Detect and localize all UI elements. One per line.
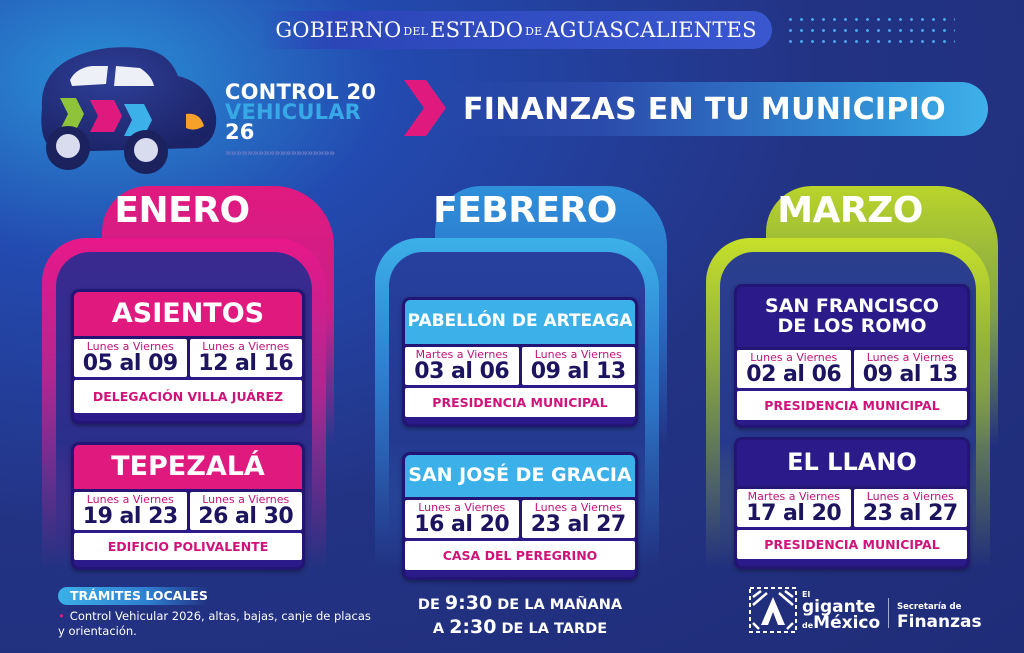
date-cell: Lunes a Viernes 05 al 09: [74, 339, 187, 377]
date-range: 05 al 09: [82, 351, 178, 376]
date-cell: Lunes a Viernes 16 al 20: [405, 500, 519, 538]
venue-name: DELEGACIÓN VILLA JUÁREZ: [74, 380, 302, 413]
government-banner: GOBIERNO DELESTADO DEAGUASCALIENTES: [260, 11, 772, 49]
secretaria-label: Secretaría de: [897, 602, 962, 612]
municipality-name: TEPEZALÁ: [74, 445, 302, 489]
date-days: Lunes a Viernes: [418, 501, 506, 514]
date-days: Lunes a Viernes: [866, 351, 954, 364]
date-cell: Lunes a Viernes 12 al 16: [189, 339, 302, 377]
date-row: Lunes a Viernes 02 al 06 Lunes a Viernes…: [737, 347, 967, 388]
venue-name: CASA DEL PEREGRINO: [405, 541, 635, 570]
date-row: Lunes a Viernes 19 al 23 Lunes a Viernes…: [74, 489, 302, 530]
gigante-mexico: México: [813, 613, 881, 633]
venue-name: PRESIDENCIA MUNICIPAL: [737, 391, 967, 420]
date-days: Martes a Viernes: [415, 348, 508, 361]
date-row: Martes a Viernes 03 al 06 Lunes a Vierne…: [405, 344, 635, 385]
date-row: Lunes a Viernes 05 al 09 Lunes a Viernes…: [74, 336, 302, 377]
chevron-right-icon: [404, 80, 446, 136]
venue-name: PRESIDENCIA MUNICIPAL: [737, 530, 967, 559]
date-days: Lunes a Viernes: [534, 348, 622, 361]
date-days: Lunes a Viernes: [202, 493, 290, 506]
date-cell: Martes a Viernes 03 al 06: [405, 347, 519, 385]
municipality-name: ASIENTOS: [74, 292, 302, 336]
date-cell: Lunes a Viernes 09 al 13: [521, 347, 635, 385]
date-cell: Lunes a Viernes 02 al 06: [737, 350, 851, 388]
gigante-de-mexico-logo-icon: [749, 587, 797, 633]
date-days: Lunes a Viernes: [86, 493, 174, 506]
bullet-icon: •: [58, 609, 65, 623]
hours-start: DE 9:30 DE LA MAÑANA: [417, 592, 623, 614]
gigante-el: El: [802, 590, 811, 599]
month-title: FEBRERO: [433, 190, 617, 231]
month-title: MARZO: [777, 190, 923, 231]
location-card-san-francisco-de-los-romo: SAN FRANCISCO DE LOS ROMO Lunes a Vierne…: [734, 284, 970, 428]
date-range: 03 al 06: [414, 359, 510, 384]
footer-divider: [888, 598, 889, 628]
control-vehicular-logo: CONTROL 20 VEHICULAR 26 »»»»»»»»»»»»»»»»…: [225, 80, 385, 160]
gigante-de: de: [802, 621, 814, 630]
date-row: Lunes a Viernes 16 al 20 Lunes a Viernes…: [405, 497, 635, 538]
date-range: 23 al 27: [862, 501, 958, 526]
location-card-pabellon-de-arteaga: PABELLÓN DE ARTEAGA Martes a Viernes 03 …: [402, 297, 638, 427]
date-days: Lunes a Viernes: [750, 351, 838, 364]
date-cell: Martes a Viernes 17 al 20: [737, 489, 851, 527]
date-row: Martes a Viernes 17 al 20 Lunes a Vierne…: [737, 486, 967, 527]
date-days: Lunes a Viernes: [86, 340, 174, 353]
date-cell: Lunes a Viernes 26 al 30: [189, 492, 302, 530]
page-title: FINANZAS EN TU MUNICIPIO: [463, 91, 946, 127]
municipality-line2: DE LOS ROMO: [777, 315, 927, 337]
location-card-asientos: ASIENTOS Lunes a Viernes 05 al 09 Lunes …: [71, 289, 305, 424]
finanzas-label: Finanzas: [897, 612, 982, 632]
date-range: 12 al 16: [198, 351, 294, 376]
date-cell: Lunes a Viernes 09 al 13: [853, 350, 967, 388]
gigante-word: gigante: [802, 597, 876, 617]
location-card-san-jose-de-gracia: SAN JOSÉ DE GRACIA Lunes a Viernes 16 al…: [402, 452, 638, 580]
venue-name: PRESIDENCIA MUNICIPAL: [405, 388, 635, 417]
tramites-heading: TRÁMITES LOCALES: [58, 587, 208, 605]
date-range: 02 al 06: [746, 362, 842, 387]
car-icon: [41, 47, 217, 174]
secretaria-finanzas-logo: Secretaría de Finanzas: [897, 602, 982, 631]
date-range: 19 al 23: [82, 504, 178, 529]
logo-line2: VEHICULAR 26: [225, 100, 362, 144]
date-range: 23 al 27: [530, 512, 626, 537]
date-range: 16 al 20: [414, 512, 510, 537]
municipality-name: SAN FRANCISCO DE LOS ROMO: [737, 287, 967, 347]
municipality-name: PABELLÓN DE ARTEAGA: [405, 300, 635, 344]
date-range: 17 al 20: [746, 501, 842, 526]
dot-pattern-decoration: [785, 14, 955, 48]
date-cell: Lunes a Viernes 23 al 27: [853, 489, 967, 527]
date-range: 09 al 13: [862, 362, 958, 387]
date-range: 26 al 30: [198, 504, 294, 529]
month-title: ENERO: [114, 190, 250, 231]
logo-line1: CONTROL 20: [225, 80, 377, 104]
tramites-text: Control Vehicular 2026, altas, bajas, ca…: [58, 609, 371, 638]
location-card-el-llano: EL LLANO Martes a Viernes 17 al 20 Lunes…: [734, 437, 970, 569]
date-cell: Lunes a Viernes 23 al 27: [521, 500, 635, 538]
service-hours: DE 9:30 DE LA MAÑANA A 2:30 DE LA TARDE: [380, 592, 660, 640]
date-range: 09 al 13: [530, 359, 626, 384]
government-name: GOBIERNO DELESTADO DEAGUASCALIENTES: [275, 18, 757, 42]
date-cell: Lunes a Viernes 19 al 23: [74, 492, 187, 530]
date-days: Lunes a Viernes: [534, 501, 622, 514]
municipality-name: SAN JOSÉ DE GRACIA: [405, 455, 635, 497]
hours-end: A 2:30 DE LA TARDE: [432, 616, 608, 638]
venue-name: EDIFICIO POLIVALENTE: [74, 533, 302, 560]
location-card-tepezala: TEPEZALÁ Lunes a Viernes 19 al 23 Lunes …: [71, 442, 305, 570]
tramites-description: • Control Vehicular 2026, altas, bajas, c…: [58, 609, 378, 639]
municipality-name: EL LLANO: [737, 440, 967, 486]
municipality-line1: SAN FRANCISCO: [765, 295, 939, 318]
logo-chevron-strip: »»»»»»»»»»»»»»»»»»»»: [225, 148, 335, 159]
gigante-de-mexico-wordmark: El gigante deMéxico: [802, 590, 880, 634]
date-days: Lunes a Viernes: [866, 490, 954, 503]
date-days: Martes a Viernes: [747, 490, 840, 503]
date-days: Lunes a Viernes: [202, 340, 290, 353]
title-banner: FINANZAS EN TU MUNICIPIO: [430, 82, 988, 136]
